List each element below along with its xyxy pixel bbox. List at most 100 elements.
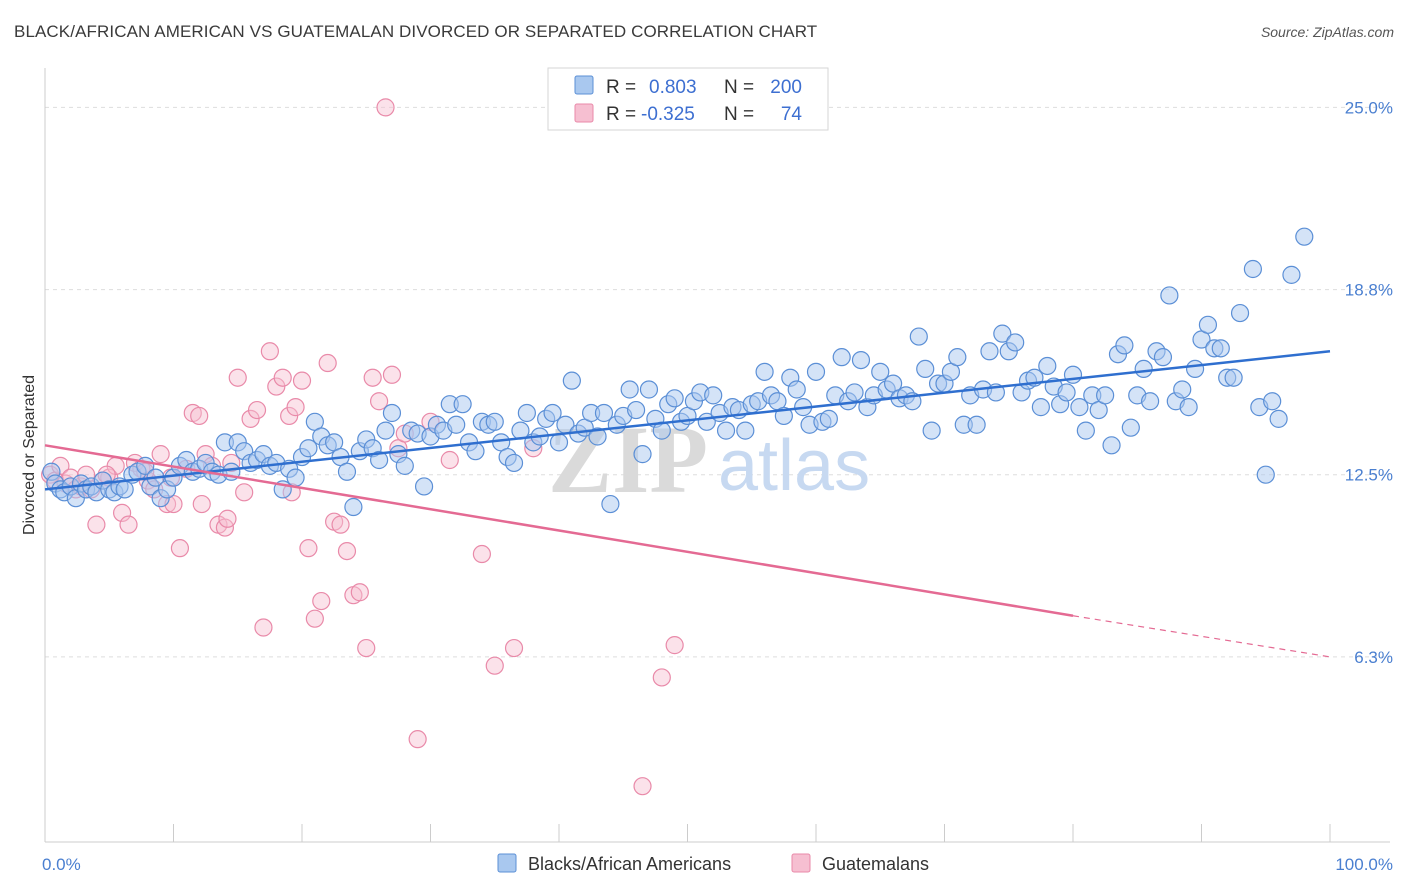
bottom-legend-swatch-blue — [497, 853, 517, 873]
point-guatemalans-13 — [112, 503, 132, 522]
point-blacks-132 — [871, 362, 890, 381]
legend-r-label-2: R = — [606, 104, 636, 125]
point-blacks-180 — [1179, 398, 1198, 417]
point-blacks-108 — [716, 421, 736, 440]
point-guatemalans-32 — [235, 483, 254, 502]
point-guatemalans-58 — [408, 730, 427, 749]
point-blacks-194 — [1282, 265, 1301, 284]
point-blacks-72 — [485, 412, 504, 431]
bottom-legend-swatch-pink — [791, 853, 811, 873]
point-guatemalans-67 — [665, 636, 684, 655]
trend-line-guatemalans-extension — [1072, 615, 1331, 658]
point-blacks-168 — [1102, 436, 1121, 455]
point-guatemalans-42 — [299, 539, 318, 558]
axes — [44, 68, 1390, 843]
point-blacks-183 — [1198, 315, 1218, 334]
point-blacks-144 — [948, 348, 967, 367]
point-guatemalans-38 — [273, 368, 292, 387]
point-blacks-61 — [414, 477, 434, 496]
point-guatemalans-51 — [357, 638, 376, 658]
point-blacks-179 — [1173, 380, 1192, 399]
point-blacks-153 — [1006, 333, 1025, 352]
legend-r-label-1: R = — [606, 77, 636, 98]
point-blacks-89 — [594, 403, 614, 423]
point-blacks-94 — [626, 400, 646, 420]
point-blacks-90 — [601, 494, 620, 514]
point-blacks-75 — [504, 453, 524, 473]
point-guatemalans-54 — [376, 98, 395, 117]
point-blacks-161 — [1057, 383, 1076, 402]
correlation-legend: R = 0.803 N = 200 R = -0.325 N = 74 — [547, 67, 829, 131]
point-blacks-189 — [1243, 259, 1263, 279]
point-blacks-177 — [1160, 286, 1179, 305]
point-guatemalans-40 — [286, 398, 305, 417]
point-guatemalans-9 — [87, 515, 106, 534]
point-blacks-93 — [620, 380, 639, 399]
point-blacks-119 — [787, 380, 806, 399]
point-blacks-138 — [909, 327, 928, 346]
y-tick-label-3: 25.0% — [1345, 98, 1393, 117]
trend-lines — [44, 350, 1331, 658]
point-blacks-185 — [1211, 339, 1230, 358]
point-guatemalans-34 — [247, 400, 267, 420]
point-blacks-56 — [382, 403, 402, 423]
series-legend: Blacks/African Americans Guatemalans — [497, 853, 929, 874]
x-tick-labels: 0.0% 100.0% — [42, 855, 1393, 874]
point-guatemalans-31 — [228, 368, 247, 387]
point-blacks-114 — [755, 362, 774, 381]
point-guatemalans-65 — [633, 777, 652, 796]
point-blacks-95 — [633, 445, 652, 464]
source-label: Source: ZipAtlas.com — [1260, 24, 1394, 40]
bottom-legend-label-blue: Blacks/African Americans — [528, 854, 731, 874]
point-blacks-173 — [1134, 359, 1153, 379]
point-guatemalans-66 — [652, 668, 671, 687]
point-guatemalans-41 — [292, 371, 312, 390]
y-tick-label-1: 12.5% — [1345, 466, 1393, 485]
point-blacks-171 — [1121, 418, 1140, 437]
trend-line-guatemalans — [44, 444, 1074, 617]
point-blacks-195 — [1295, 227, 1314, 246]
legend-n-label-1: N = — [724, 77, 754, 98]
point-blacks-147 — [967, 415, 986, 434]
x-tick-label-1: 100.0% — [1335, 855, 1393, 874]
point-blacks-81 — [543, 403, 562, 423]
point-blacks-163 — [1070, 398, 1089, 417]
point-guatemalans-55 — [382, 365, 402, 384]
chart-title: BLACK/AFRICAN AMERICAN VS GUATEMALAN DIV… — [14, 22, 818, 41]
point-blacks-187 — [1224, 368, 1243, 387]
point-blacks-176 — [1153, 348, 1173, 367]
point-guatemalans-69 — [218, 509, 237, 528]
point-blacks-66 — [447, 415, 466, 434]
y-tick-label-0: 6.3% — [1354, 648, 1393, 667]
grid-lines — [45, 106, 1390, 658]
point-blacks-67 — [453, 395, 472, 414]
point-blacks-170 — [1115, 336, 1134, 355]
point-blacks-128 — [845, 383, 864, 402]
point-blacks-77 — [517, 403, 536, 423]
point-blacks-96 — [639, 380, 659, 399]
legend-n-value-1: 200 — [770, 77, 802, 98]
point-blacks-149 — [980, 342, 999, 361]
y-tick-label-2: 18.8% — [1345, 281, 1393, 300]
point-blacks-100 — [665, 389, 684, 408]
point-blacks-88 — [588, 427, 607, 446]
point-guatemalans-61 — [472, 544, 491, 564]
point-blacks-188 — [1230, 303, 1250, 323]
point-blacks-140 — [922, 421, 941, 440]
point-blacks-106 — [704, 386, 723, 405]
y-tick-labels: 6.3% 12.5% 18.8% 25.0% — [1345, 98, 1393, 666]
x-tick-label-0: 0.0% — [42, 855, 81, 874]
point-blacks-84 — [562, 371, 581, 390]
point-guatemalans-14 — [119, 515, 138, 534]
point-blacks-158 — [1038, 356, 1057, 376]
legend-r-value-2: -0.325 — [641, 104, 695, 125]
point-blacks-191 — [1256, 465, 1275, 484]
point-blacks-193 — [1269, 409, 1288, 428]
point-guatemalans-52 — [363, 368, 382, 387]
legend-r-value-1: 0.803 — [649, 77, 697, 98]
point-blacks-69 — [466, 442, 485, 461]
point-blacks-181 — [1185, 359, 1205, 379]
point-blacks-124 — [819, 409, 838, 428]
trend-line-blacks — [44, 350, 1331, 491]
